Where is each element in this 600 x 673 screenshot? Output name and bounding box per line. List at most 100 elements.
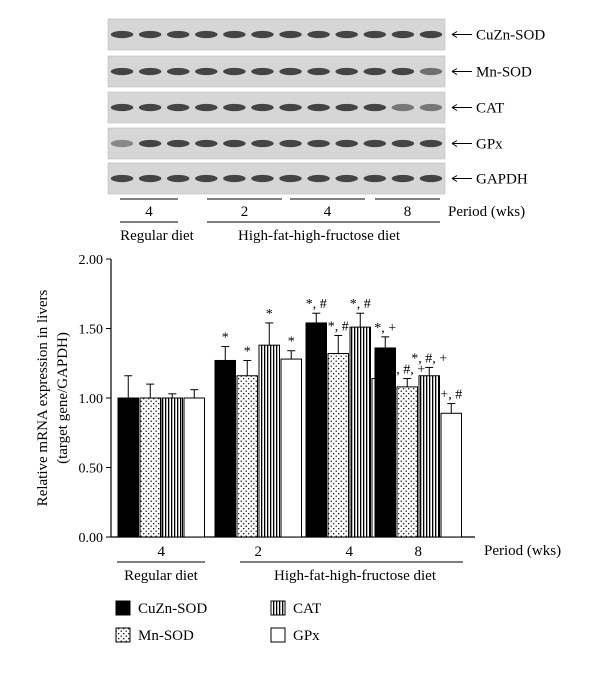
blot-band — [307, 174, 330, 183]
bar — [440, 412, 462, 538]
blot-band — [279, 174, 302, 183]
bar — [418, 375, 440, 538]
diet-label: High-fat-high-fructose diet — [274, 568, 437, 584]
blot-band — [195, 30, 218, 39]
blot-row-label: Mn-SOD — [476, 65, 532, 81]
blot-band — [279, 103, 302, 112]
blot-band — [251, 174, 274, 183]
blot-band — [391, 103, 415, 112]
blot-band — [166, 103, 190, 112]
legend-entry: CuZn-SOD — [138, 601, 207, 617]
y-tick-label: 0.00 — [79, 531, 104, 546]
legend-swatch — [270, 600, 286, 616]
blot-band — [223, 103, 246, 112]
blot-diet-label: High-fat-high-fructose diet — [238, 228, 401, 244]
bar — [280, 358, 302, 538]
x-tick-label: 8 — [415, 544, 423, 560]
blot-band — [110, 67, 134, 76]
blot-band — [223, 67, 246, 76]
arrow-icon — [451, 140, 458, 147]
bar — [349, 326, 371, 538]
bar — [161, 397, 183, 538]
blot-band — [307, 30, 330, 39]
blot-band — [307, 67, 330, 76]
blot-band — [307, 103, 330, 112]
x-tick-label: 4 — [158, 544, 166, 560]
diet-label: Regular diet — [124, 568, 199, 584]
blot-period-label: 4 — [145, 204, 153, 220]
blot-band — [138, 103, 162, 112]
blot-diet-label: Regular diet — [120, 228, 195, 244]
bar — [214, 359, 236, 538]
blot-band — [138, 30, 162, 39]
bar — [117, 397, 139, 538]
legend-entry: Mn-SOD — [138, 628, 194, 644]
bar — [139, 397, 161, 538]
bar-chart: Relative mRNA expression in livers (targ… — [35, 253, 561, 584]
x-axis-label: Period (wks) — [484, 543, 561, 559]
blot-band — [363, 174, 387, 183]
arrow-icon — [451, 175, 458, 182]
significance-label: +, # — [440, 388, 462, 403]
blot-band — [391, 139, 415, 148]
blot-strip — [107, 55, 446, 88]
blot-band — [363, 103, 387, 112]
significance-label: * — [266, 307, 273, 322]
blot-strip — [107, 18, 446, 51]
arrow-icon — [451, 104, 458, 111]
blot-band — [391, 67, 415, 76]
blot-strip — [107, 91, 446, 124]
arrow-icon — [451, 31, 458, 38]
western-blot-panel: CuZn-SOD Mn-SOD CAT GPx GAPDH 4 2 4 8 Period (wks… — [107, 18, 545, 244]
blot-band — [335, 103, 358, 112]
blot-band — [335, 174, 358, 183]
legend-swatch — [115, 627, 131, 643]
bar — [305, 322, 327, 538]
blot-band — [307, 139, 330, 148]
y-tick-label: 2.00 — [79, 253, 104, 268]
significance-label: * — [288, 335, 295, 350]
blot-band — [223, 30, 246, 39]
y-axis-label-units: (target gene/GAPDH) — [55, 332, 71, 464]
blot-band — [363, 139, 387, 148]
legend: CuZn-SOD Mn-SOD CAT GPx — [115, 600, 321, 644]
blot-period-label: 8 — [404, 204, 412, 220]
significance-label: *, #, + — [389, 363, 425, 378]
blot-band — [335, 139, 358, 148]
blot-band — [138, 174, 162, 183]
significance-label: * — [222, 331, 229, 346]
blot-band — [166, 30, 190, 39]
bar — [236, 375, 258, 538]
y-tick-label: 1.50 — [79, 323, 104, 338]
blot-band — [335, 30, 358, 39]
blot-band — [195, 139, 218, 148]
significance-label: *, #, + — [411, 351, 447, 366]
bar — [258, 344, 280, 538]
blot-band — [110, 174, 134, 183]
significance-label: * — [244, 344, 251, 359]
blot-row-label: GPx — [476, 137, 503, 153]
bar — [396, 386, 418, 538]
blot-band — [251, 103, 274, 112]
blot-band — [419, 30, 443, 39]
blot-band — [195, 174, 218, 183]
blot-band — [166, 139, 190, 148]
legend-entry: CAT — [293, 601, 321, 617]
blot-band — [419, 139, 443, 148]
y-tick-label: 1.00 — [79, 392, 104, 407]
blot-period-axis-label: Period (wks) — [448, 204, 525, 220]
blot-period-label: 4 — [324, 204, 332, 220]
blot-band — [279, 67, 302, 76]
blot-band — [223, 174, 246, 183]
blot-period-label: 2 — [241, 204, 249, 220]
blot-strip — [107, 162, 446, 195]
blot-band — [391, 30, 415, 39]
y-tick-label: 0.50 — [79, 462, 104, 477]
blot-band — [279, 30, 302, 39]
blot-strip — [107, 127, 446, 160]
legend-swatch — [115, 600, 131, 616]
blot-band — [419, 103, 443, 112]
blot-row-label: GAPDH — [476, 172, 528, 188]
legend-swatch — [270, 627, 286, 643]
